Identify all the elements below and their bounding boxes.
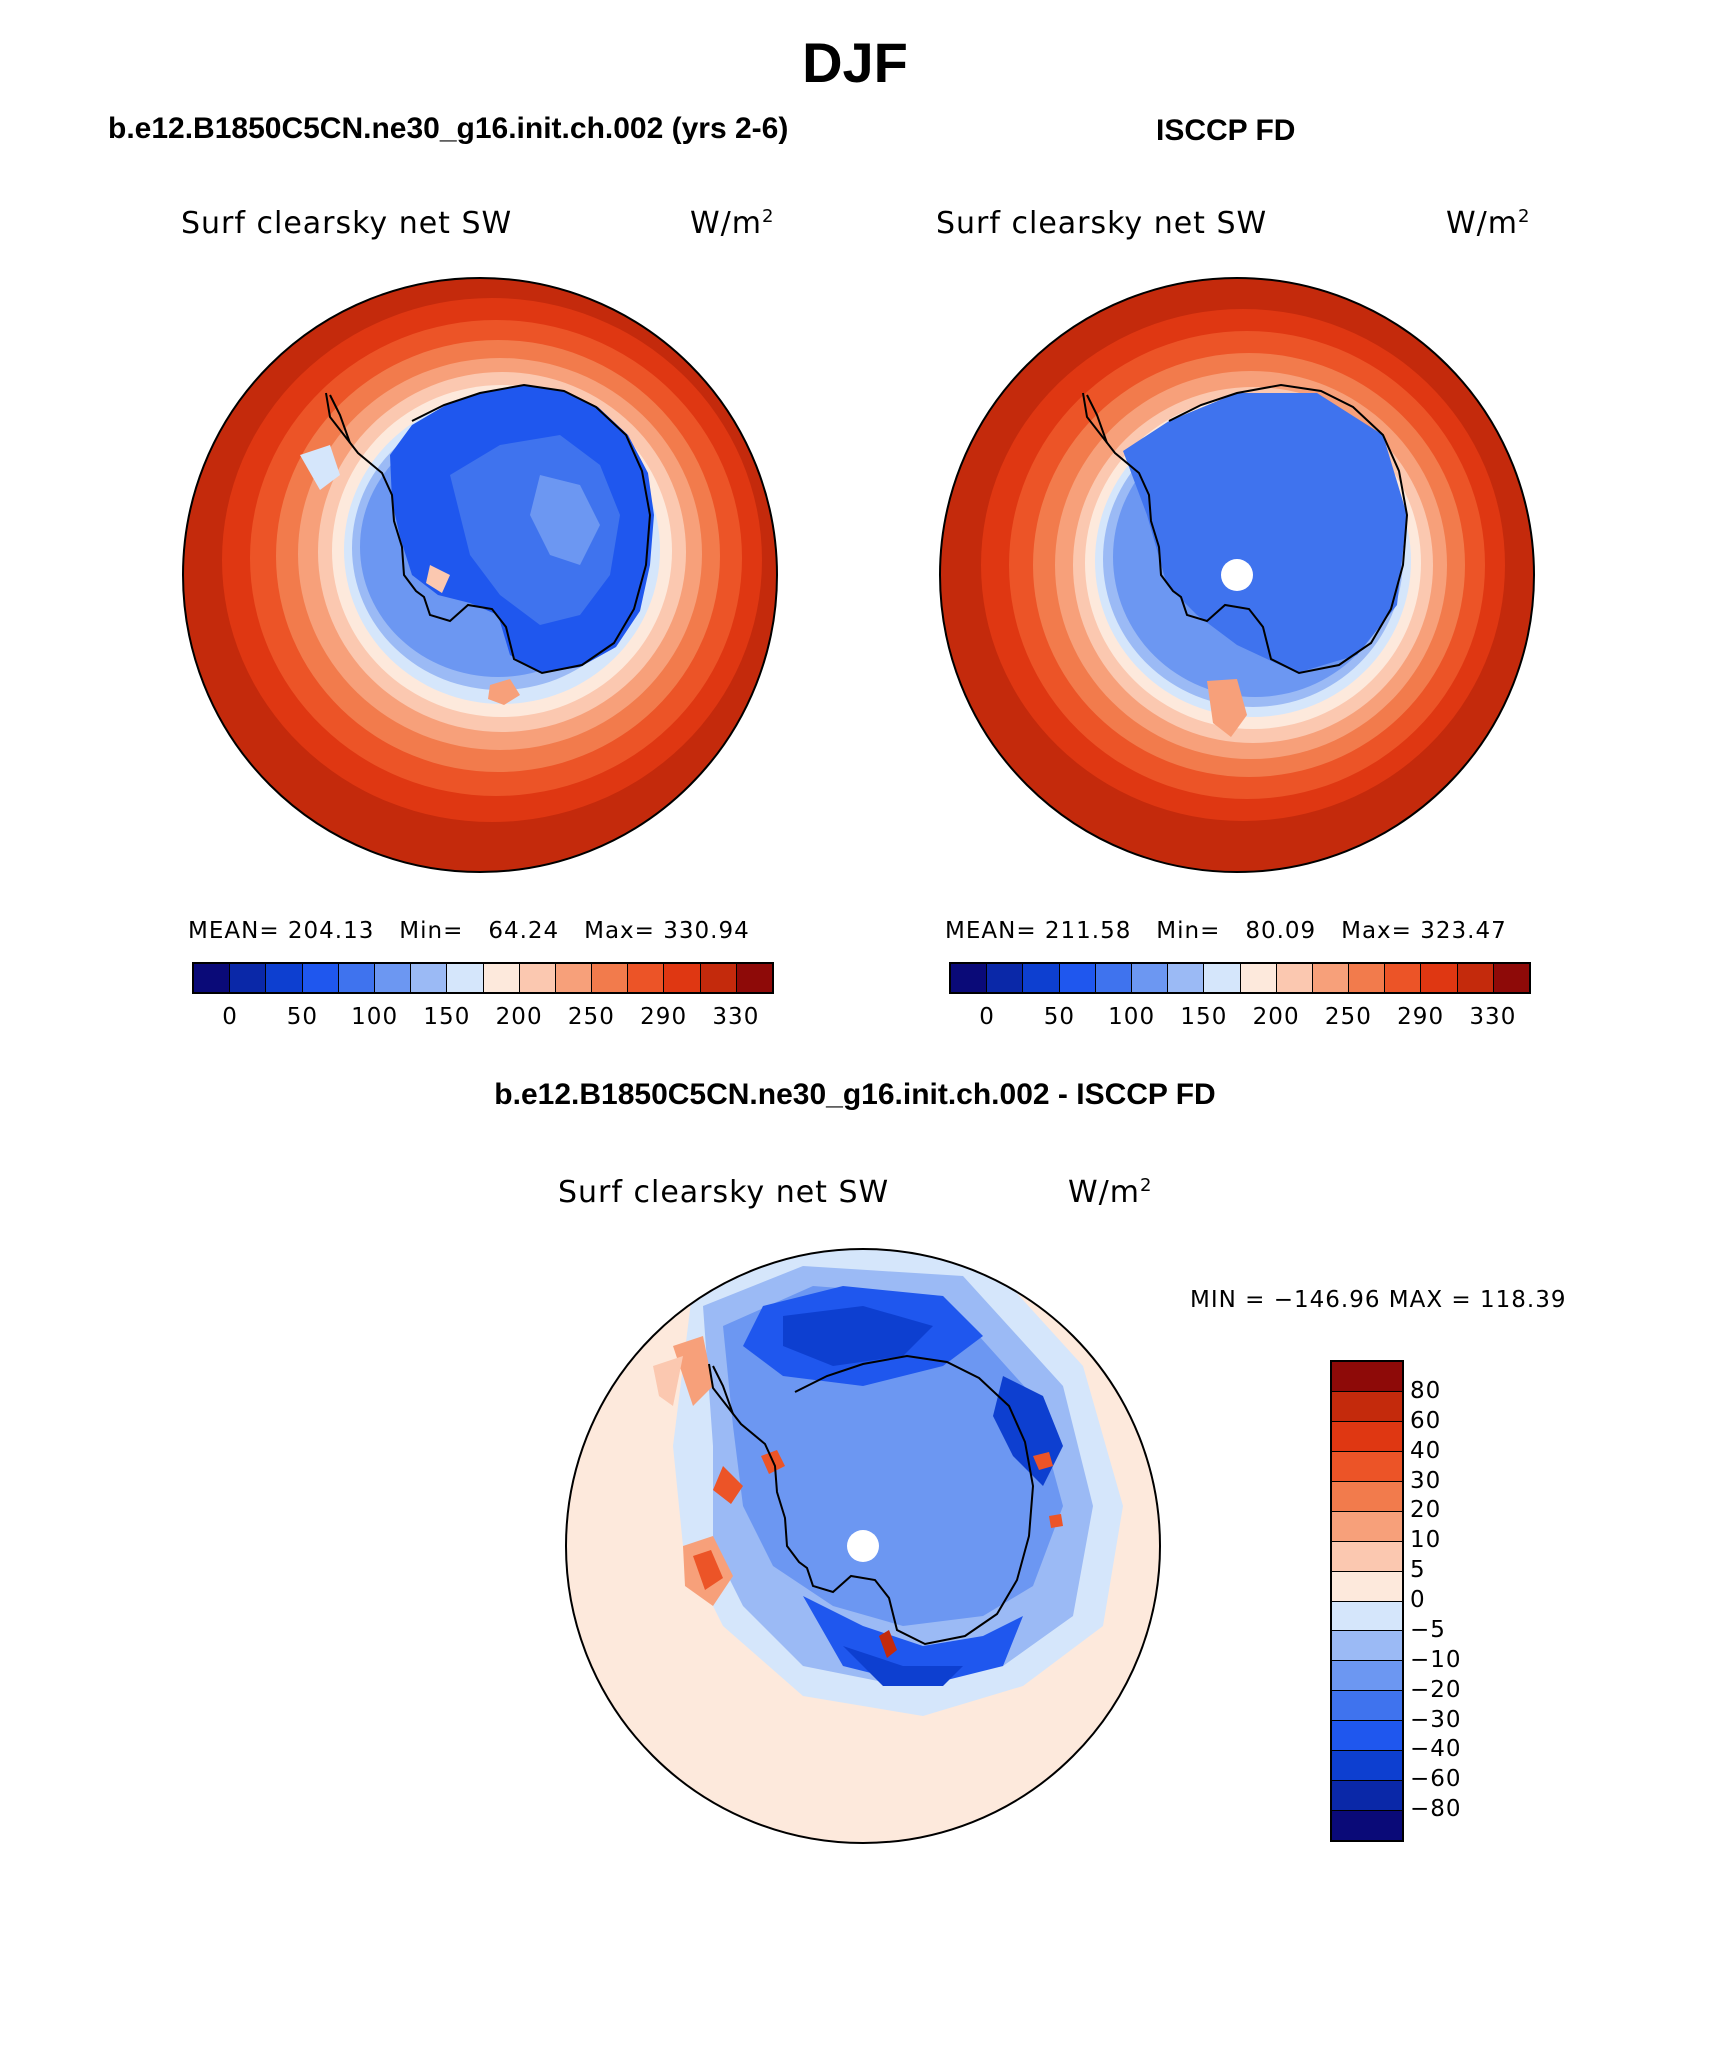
- diff-stats-readout: MIN = −146.96 MAX = 118.39: [1190, 1287, 1567, 1313]
- colorbar-swatch: [1059, 964, 1096, 992]
- colorbar-swatch: [1421, 964, 1458, 992]
- diff-panel-title: b.e12.B1850C5CN.ne30_g16.init.ch.002 - I…: [494, 1078, 1216, 1111]
- colorbar-tick-label: 250: [567, 1004, 615, 1030]
- colorbar-tick-label: −30: [1410, 1706, 1462, 1733]
- colorbar-tick-label: 150: [423, 1004, 471, 1030]
- colorbar-swatch: [1332, 1721, 1402, 1752]
- right-polar-map: [939, 277, 1535, 873]
- colorbar-swatch: [1332, 1751, 1402, 1782]
- colorbar-tick-label: 0: [222, 1004, 238, 1030]
- colorbar-swatch: [519, 964, 556, 992]
- colorbar-tick-label: 100: [1108, 1004, 1156, 1030]
- colorbar-tick-label: 330: [712, 1004, 760, 1030]
- colorbar-tick-label: 20: [1410, 1497, 1442, 1524]
- colorbar-swatch: [1457, 964, 1494, 992]
- colorbar-swatch: [1023, 964, 1060, 992]
- colorbar-swatch: [1240, 964, 1277, 992]
- colorbar-tick-label: −20: [1410, 1676, 1462, 1703]
- colorbar-swatch: [1332, 1601, 1402, 1632]
- colorbar-swatch: [700, 964, 737, 992]
- colorbar-swatch: [664, 964, 701, 992]
- colorbar-tick-label: 330: [1469, 1004, 1517, 1030]
- colorbar-swatch: [628, 964, 665, 992]
- diff-units-label: W/m2: [1068, 1175, 1153, 1210]
- colorbar-swatch: [1095, 964, 1132, 992]
- diff-colorbar: [1330, 1360, 1404, 1842]
- right-stats-readout: MEAN= 211.58 Min= 80.09 Max= 323.47: [945, 918, 1507, 944]
- colorbar-tick-label: 0: [1410, 1587, 1426, 1613]
- right-units-label: W/m2: [1446, 206, 1531, 241]
- colorbar-tick-label: −10: [1410, 1646, 1462, 1673]
- colorbar-swatch: [1204, 964, 1241, 992]
- right-colorbar: [949, 962, 1531, 994]
- diff-variable-label: Surf clearsky net SW: [558, 1175, 890, 1210]
- left-variable-label: Surf clearsky net SW: [181, 206, 513, 241]
- colorbar-swatch: [987, 964, 1024, 992]
- colorbar-swatch: [1332, 1391, 1402, 1422]
- colorbar-swatch: [338, 964, 375, 992]
- left-units-label: W/m2: [690, 206, 775, 241]
- colorbar-tick-label: −80: [1410, 1796, 1462, 1823]
- colorbar-tick-label: 30: [1410, 1467, 1442, 1494]
- colorbar-tick-label: 80: [1410, 1377, 1442, 1404]
- colorbar-tick-label: 10: [1410, 1527, 1442, 1554]
- colorbar-tick-label: 40: [1410, 1437, 1442, 1464]
- colorbar-swatch: [1276, 964, 1313, 992]
- right-panel-title: ISCCP FD: [1156, 114, 1296, 147]
- colorbar-swatch: [1332, 1421, 1402, 1452]
- page-title: DJF: [802, 31, 908, 94]
- diff-polar-map: [565, 1248, 1161, 1844]
- colorbar-swatch: [1168, 964, 1205, 992]
- colorbar-swatch: [411, 964, 448, 992]
- colorbar-swatch: [1332, 1362, 1402, 1392]
- colorbar-swatch: [447, 964, 484, 992]
- colorbar-tick-label: −5: [1410, 1616, 1446, 1643]
- colorbar-tick-label: 60: [1410, 1407, 1442, 1434]
- colorbar-tick-label: −40: [1410, 1736, 1462, 1763]
- colorbar-swatch: [1332, 1541, 1402, 1572]
- colorbar-swatch: [1312, 964, 1350, 992]
- colorbar-tick-label: 200: [1252, 1004, 1300, 1030]
- colorbar-swatch: [230, 964, 267, 992]
- colorbar-swatch: [1332, 1811, 1402, 1840]
- colorbar-swatch: [266, 964, 303, 992]
- colorbar-tick-label: 200: [495, 1004, 543, 1030]
- colorbar-swatch: [1493, 964, 1529, 992]
- colorbar-tick-label: 290: [1397, 1004, 1445, 1030]
- colorbar-swatch: [1349, 964, 1386, 992]
- colorbar-swatch: [1332, 1511, 1402, 1542]
- colorbar-swatch: [592, 964, 629, 992]
- left-stats-readout: MEAN= 204.13 Min= 64.24 Max= 330.94: [188, 918, 750, 944]
- colorbar-tick-label: 150: [1180, 1004, 1228, 1030]
- colorbar-swatch: [483, 964, 520, 992]
- colorbar-tick-label: 290: [640, 1004, 688, 1030]
- colorbar-swatch: [1332, 1631, 1402, 1662]
- colorbar-swatch: [1332, 1571, 1402, 1602]
- colorbar-swatch: [555, 964, 593, 992]
- colorbar-swatch: [1131, 964, 1169, 992]
- colorbar-tick-label: 0: [979, 1004, 995, 1030]
- colorbar-tick-label: −60: [1410, 1766, 1462, 1793]
- left-panel-title: b.e12.B1850C5CN.ne30_g16.init.ch.002 (yr…: [108, 112, 789, 145]
- colorbar-swatch: [302, 964, 339, 992]
- colorbar-swatch: [951, 964, 988, 992]
- colorbar-swatch: [1332, 1481, 1402, 1512]
- colorbar-swatch: [1385, 964, 1422, 992]
- colorbar-swatch: [1332, 1661, 1402, 1692]
- colorbar-swatch: [1332, 1451, 1402, 1482]
- colorbar-swatch: [194, 964, 231, 992]
- colorbar-tick-label: 100: [351, 1004, 399, 1030]
- left-colorbar: [192, 962, 774, 994]
- colorbar-tick-label: 250: [1324, 1004, 1372, 1030]
- left-polar-map: [182, 277, 778, 873]
- colorbar-swatch: [1332, 1691, 1402, 1722]
- colorbar-tick-label: 50: [286, 1004, 319, 1030]
- right-variable-label: Surf clearsky net SW: [936, 206, 1268, 241]
- colorbar-swatch: [736, 964, 772, 992]
- colorbar-swatch: [374, 964, 412, 992]
- colorbar-tick-label: 50: [1043, 1004, 1076, 1030]
- colorbar-swatch: [1332, 1781, 1402, 1812]
- colorbar-tick-label: 5: [1410, 1557, 1426, 1584]
